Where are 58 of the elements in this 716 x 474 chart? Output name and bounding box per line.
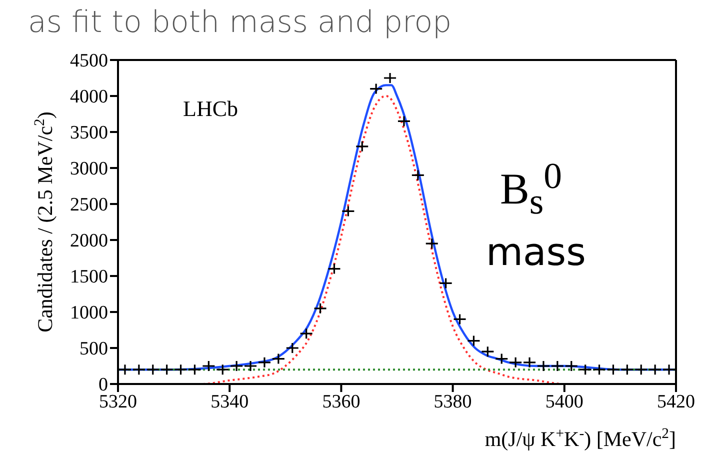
- annotation: mass: [486, 230, 586, 274]
- point: [230, 360, 244, 372]
- point: [592, 364, 606, 376]
- point: [258, 356, 272, 368]
- point: [606, 364, 620, 376]
- point: [397, 115, 411, 127]
- point: [522, 356, 536, 368]
- point: [341, 205, 355, 217]
- point: [425, 238, 439, 250]
- point: [383, 72, 397, 84]
- y-tick-label: 1500: [70, 266, 108, 288]
- point: [480, 346, 494, 358]
- y-tick-label: 3000: [70, 158, 108, 180]
- y-tick-label: 3500: [70, 122, 108, 144]
- point: [452, 313, 467, 325]
- x-tick-label: 5420: [657, 391, 695, 412]
- text: as fit to both mass and prop: [28, 5, 452, 40]
- point: [439, 277, 453, 289]
- point: [188, 364, 202, 376]
- y-tick-label: 1000: [70, 302, 108, 324]
- point: [160, 364, 174, 376]
- x-tick-label: 5400: [545, 391, 584, 412]
- point: [369, 83, 383, 95]
- x-tick-label: 5360: [322, 391, 360, 412]
- y-tick-label: 4500: [70, 50, 108, 72]
- point: [244, 360, 258, 372]
- y-tick-label: 2000: [70, 230, 108, 252]
- point: [300, 328, 314, 340]
- point: [411, 169, 425, 181]
- point: [466, 335, 481, 347]
- point: [536, 360, 550, 372]
- point: [494, 353, 508, 365]
- point: [578, 364, 592, 376]
- point: [508, 356, 522, 368]
- x-tick-label: 5380: [434, 391, 472, 412]
- point: [132, 364, 146, 376]
- point: [662, 364, 676, 376]
- y-tick-label: 4000: [70, 86, 108, 108]
- point: [313, 302, 328, 314]
- annotation: LHCb: [183, 96, 238, 121]
- point: [648, 364, 662, 376]
- point: [272, 353, 286, 365]
- x-tick-label: 5340: [210, 391, 249, 412]
- point: [174, 364, 188, 376]
- point: [216, 364, 230, 376]
- point: [286, 342, 300, 354]
- point: [550, 360, 564, 372]
- point: [634, 364, 648, 376]
- point: [146, 364, 160, 376]
- point: [620, 364, 634, 376]
- point: [327, 263, 342, 275]
- y-tick-label: 500: [80, 338, 108, 360]
- point: [202, 360, 216, 372]
- point: [118, 364, 132, 376]
- point: [355, 140, 369, 152]
- x-axis-title: m(J/ψ K$^{+}$K$^{-}$) [MeV/c$^{2}$]: [484, 426, 676, 451]
- y-tick-label: 2500: [70, 194, 108, 216]
- point: [564, 360, 578, 372]
